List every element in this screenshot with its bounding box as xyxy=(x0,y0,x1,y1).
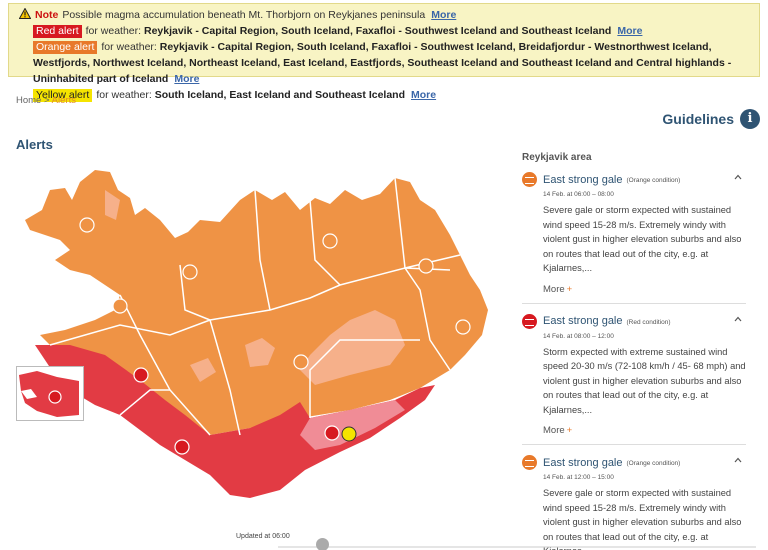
area-title: Reykjavik area xyxy=(522,152,592,163)
red-alert-prefix: for weather: xyxy=(85,25,142,37)
alerts-panel: Reykjavik area East strong gale (Orange … xyxy=(522,152,746,550)
plus-icon: + xyxy=(566,425,573,436)
alert-card: East strong gale (Orange condition) 14 F… xyxy=(522,172,746,304)
guidelines-label[interactable]: Guidelines xyxy=(662,111,734,127)
alert-card-header[interactable]: East strong gale (Orange condition) xyxy=(522,172,746,187)
alert-card-body: Severe gale or storm expected with susta… xyxy=(543,205,742,273)
note-text: Possible magma accumulation beneath Mt. … xyxy=(62,9,426,21)
breadcrumb-separator: > xyxy=(43,95,50,106)
red-alert-regions: Reykjavik - Capital Region, South Icelan… xyxy=(143,25,612,37)
map-light-area-2 xyxy=(245,338,275,367)
breadcrumb: Home > Alerts xyxy=(16,95,76,106)
yellow-alert-badge: Yellow alert xyxy=(33,89,93,102)
wind-icon xyxy=(522,313,537,329)
iceland-alert-map[interactable] xyxy=(10,160,500,505)
wind-icon xyxy=(522,455,537,470)
yellow-alert-more-link[interactable]: More xyxy=(411,89,437,101)
marker-southeast-red xyxy=(324,425,340,441)
time-slider-track[interactable] xyxy=(278,546,756,548)
plus-icon: + xyxy=(566,283,573,295)
note-more-link[interactable]: More xyxy=(431,9,457,21)
map-updated-time: Updated at 06:00 xyxy=(236,533,290,540)
alert-card-title[interactable]: East strong gale xyxy=(543,456,623,469)
map-light-area-4 xyxy=(105,190,120,220)
marker-northeast xyxy=(322,233,338,249)
map-light-area-1 xyxy=(300,310,405,385)
region-borders xyxy=(49,177,461,436)
alert-banner: Note Possible magma accumulation beneath … xyxy=(8,3,760,102)
alert-card-body: Severe gale or storm expected with susta… xyxy=(543,488,742,550)
alert-card-time: 14 Feb. at 12:00 – 15:00 xyxy=(543,474,614,481)
page-title: Alerts xyxy=(16,137,53,152)
alert-card-condition: (Orange condition) xyxy=(626,177,681,184)
red-alert-more-link[interactable]: More xyxy=(617,25,643,37)
marker-westfjords xyxy=(79,217,95,233)
map-light-area-3 xyxy=(190,358,216,382)
marker-east xyxy=(418,258,434,274)
note-row: Note Possible magma accumulation beneath … xyxy=(19,7,749,23)
breadcrumb-home[interactable]: Home xyxy=(16,95,42,106)
guidelines-link[interactable]: Guidelines i xyxy=(662,109,760,129)
yellow-alert-prefix: for weather: xyxy=(96,89,152,101)
alert-card: East strong gale (Red condition) 14 Feb.… xyxy=(522,313,746,445)
orange-alert-regions: Reykjavik - Capital Region, South Icelan… xyxy=(33,41,732,85)
orange-alert-more-link[interactable]: More xyxy=(174,73,200,85)
alert-card-more-link[interactable]: More + xyxy=(543,284,746,295)
time-slider-handle[interactable] xyxy=(316,538,329,550)
more-label[interactable]: More xyxy=(543,283,565,295)
marker-faxafloi xyxy=(133,367,149,383)
alert-card-time: 14 Feb. at 06:00 – 08:00 xyxy=(543,191,614,198)
marker-south xyxy=(174,439,190,455)
yellow-alert-regions: South Iceland, East Iceland and Southeas… xyxy=(154,89,405,101)
red-alert-row: Red alert for weather: Reykjavik - Capita… xyxy=(19,23,749,39)
alert-card-body: Storm expected with extreme sustained wi… xyxy=(543,346,746,415)
info-icon[interactable]: i xyxy=(740,109,760,129)
alert-card-more-link[interactable]: More + xyxy=(543,425,746,436)
marker-northwest-2 xyxy=(112,298,128,314)
orange-alert-prefix: for weather: xyxy=(101,41,157,53)
capital-region-inset-map[interactable] xyxy=(16,366,84,421)
marker-southeast-yellow xyxy=(341,426,357,442)
marker-northwest-1 xyxy=(182,264,198,280)
alert-card-title[interactable]: East strong gale xyxy=(543,315,623,327)
alert-card-title[interactable]: East strong gale xyxy=(543,173,623,186)
alert-card: East strong gale (Orange condition) 14 F… xyxy=(522,455,746,550)
breadcrumb-current: Alerts xyxy=(51,95,76,106)
marker-highlands xyxy=(293,354,309,370)
orange-alert-badge: Orange alert xyxy=(33,41,98,54)
marker-eastfjords xyxy=(455,319,471,335)
alert-card-header[interactable]: East strong gale (Orange condition) xyxy=(522,455,746,470)
chevron-up-icon[interactable] xyxy=(734,456,742,464)
chevron-up-icon[interactable] xyxy=(734,173,742,181)
chevron-up-icon[interactable] xyxy=(734,315,742,323)
red-alert-badge: Red alert xyxy=(33,25,82,38)
yellow-alert-row: Yellow alert for weather: South Iceland, … xyxy=(19,87,749,103)
orange-alert-row: Orange alert for weather: Reykjavik - Cap… xyxy=(19,39,749,87)
alert-card-header[interactable]: East strong gale (Red condition) xyxy=(522,313,746,329)
alert-card-time: 14 Feb. at 08:00 – 12:00 xyxy=(543,332,614,340)
map-alert-markers xyxy=(79,217,471,455)
inset-map-graphic xyxy=(19,371,79,417)
alert-card-condition: (Orange condition) xyxy=(626,460,681,467)
warning-icon xyxy=(19,8,31,19)
wind-icon xyxy=(522,172,537,187)
alert-card-condition: (Red condition) xyxy=(626,318,671,326)
more-label[interactable]: More xyxy=(543,425,565,436)
map-red-region xyxy=(35,345,435,498)
note-label: Note xyxy=(35,9,59,21)
